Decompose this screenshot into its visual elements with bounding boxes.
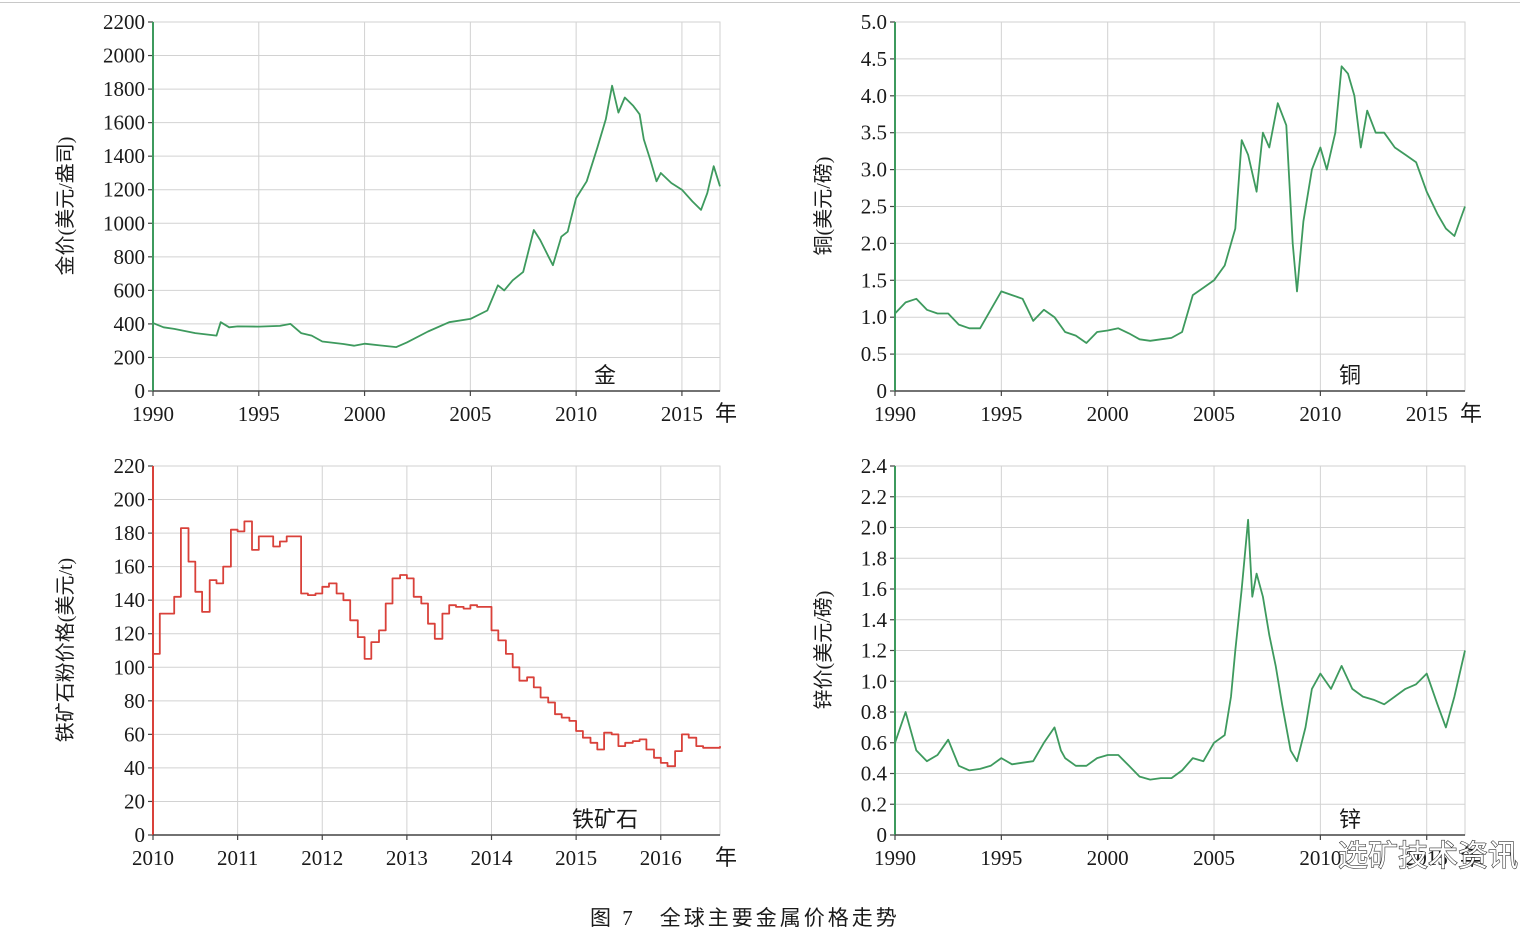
iron-ore-ytick-label: 220 [114,454,146,478]
gold-plot-frame [152,21,721,392]
iron-ore-y-axis-title: 铁矿石粉价格(美元/t) [54,558,77,742]
copper-ytick-label: 3.0 [861,158,887,182]
iron-ore-ytick-label: 40 [124,756,145,780]
copper-ytick-label: 1.5 [861,268,887,292]
chart-copper: 0 0.5 1.0 1.5 2.0 2.5 3.0 3.5 4.0 4.5 5.0 1990 1995 2… [812,10,1482,426]
zinc-ytick-label: 1.0 [861,669,887,693]
zinc-xtick-label: 2015 [1406,846,1448,870]
copper-xtick-label: 2005 [1193,402,1235,426]
gold-xtick-label: 2010 [555,402,597,426]
copper-ytick-label: 3.5 [861,121,887,145]
copper-ytick-label: 2.0 [861,231,887,255]
iron-ore-xtick-label: 2011 [217,846,258,870]
copper-xtick-label: 2000 [1087,402,1129,426]
gold-ytick-label: 800 [114,245,146,269]
iron-ore-ytick-label: 80 [124,689,145,713]
zinc-y-axis-title: 锌价(美元/磅) [812,591,835,710]
gold-ytick-label: 1600 [103,111,145,135]
gold-ytick-label: 200 [114,345,146,369]
gold-ytick-label: 1400 [103,144,145,168]
chart-gold: 0 200 400 600 800 1000 1200 1400 1600 1800 2000 220… [54,10,737,426]
copper-ytick-label: 0.5 [861,342,887,366]
copper-xtick-label: 1990 [874,402,916,426]
gold-ytick-label: 1000 [103,211,145,235]
iron-ore-ytick-label: 100 [114,655,146,679]
zinc-ytick-label: 0 [877,823,888,847]
iron-ore-xtick-label: 2014 [471,846,514,870]
zinc-ytick-label: 2.2 [861,485,887,509]
zinc-ytick-label: 1.4 [861,608,888,632]
gold-xtick-label: 1990 [132,402,174,426]
gold-x-unit-label: 年 [715,401,737,426]
zinc-ytick-label: 0.8 [861,700,887,724]
gold-ytick-label: 0 [135,379,146,403]
gold-ytick-label: 2200 [103,10,145,34]
copper-x-unit-label: 年 [1460,401,1482,426]
gold-ytick-label: 400 [114,312,146,336]
iron-ore-ytick-label: 140 [114,588,146,612]
iron-ore-xtick-label: 2016 [640,846,682,870]
zinc-x-unit-label: 年 [1460,845,1482,870]
iron-ore-ytick-label: 120 [114,622,146,646]
zinc-ytick-label: 0.4 [861,762,888,786]
iron-ore-xtick-label: 2012 [301,846,343,870]
zinc-xtick-label: 1995 [980,846,1022,870]
zinc-xtick-label: 2005 [1193,846,1235,870]
zinc-price-line [894,518,1466,781]
iron-ore-ytick-label: 0 [135,823,146,847]
gold-ytick-label: 1200 [103,178,145,202]
watermark-text: 选矿技术资讯 [1338,840,1518,873]
gold-xtick-label: 2000 [344,402,386,426]
figure-caption: 图 7 全球主要金属价格走势 [590,906,900,930]
copper-ytick-label: 4.0 [861,84,887,108]
iron-ore-ytick-label: 180 [114,521,146,545]
iron-ore-ytick-label: 60 [124,722,145,746]
copper-price-line [894,65,1466,344]
gold-series-label: 金 [594,363,616,388]
copper-ytick-label: 2.5 [861,195,887,219]
zinc-ytick-label: 2.4 [861,454,888,478]
iron-ore-ytick-label: 160 [114,555,146,579]
top-border-line [0,2,1520,3]
chart-zinc: 0 0.2 0.4 0.6 0.8 1.0 1.2 1.4 1.6 1.8 2.0 2.2 2.4 199… [812,454,1482,870]
copper-ytick-label: 5.0 [861,10,887,34]
zinc-xtick-label: 2000 [1087,846,1129,870]
copper-xtick-label: 2015 [1406,402,1448,426]
zinc-ytick-label: 0.2 [861,792,887,816]
zinc-series-label: 锌 [1339,807,1361,832]
gold-ytick-label: 600 [114,278,146,302]
iron-ore-ytick-label: 20 [124,789,145,813]
iron-ore-xtick-label: 2013 [386,846,428,870]
zinc-xtick-label: 2010 [1299,846,1341,870]
iron-ore-xtick-label: 2015 [555,846,597,870]
copper-y-axis-title: 铜(美元/磅) [812,157,835,256]
copper-ytick-label: 4.5 [861,47,887,71]
copper-ytick-label: 1.0 [861,305,887,329]
gold-y-axis-title: 金价(美元/盎司) [54,137,77,276]
gold-xtick-label: 2005 [449,402,491,426]
gold-ytick-label: 2000 [103,44,145,68]
copper-series-label: 铜 [1339,363,1361,388]
gold-ytick-label: 1800 [103,77,145,101]
zinc-ytick-label: 1.2 [861,639,887,663]
chart-panels: 0200400600800100012001400160018002000220… [54,10,1482,870]
copper-xtick-label: 1995 [980,402,1022,426]
copper-xtick-label: 2010 [1299,402,1341,426]
iron-ore-x-unit-label: 年 [715,845,737,870]
copper-ytick-label: 0 [877,379,888,403]
zinc-ytick-label: 2.0 [861,516,887,540]
iron-ore-price-line [153,520,721,768]
zinc-xtick-label: 1990 [874,846,916,870]
iron-ore-xtick-label: 2010 [132,846,174,870]
gold-xtick-label: 2015 [661,402,703,426]
iron-ore-ytick-label: 200 [114,488,146,512]
zinc-ytick-label: 1.6 [861,577,887,601]
gold-price-line [152,84,721,348]
chart-iron-ore: 0 20 40 60 80 100 120 140 160 180 200 220 2010 2011 20… [54,454,737,870]
zinc-ytick-label: 1.8 [861,546,887,570]
zinc-ytick-label: 0.6 [861,731,887,755]
iron-ore-series-label: 铁矿石 [572,807,638,832]
gold-xtick-label: 1995 [238,402,280,426]
